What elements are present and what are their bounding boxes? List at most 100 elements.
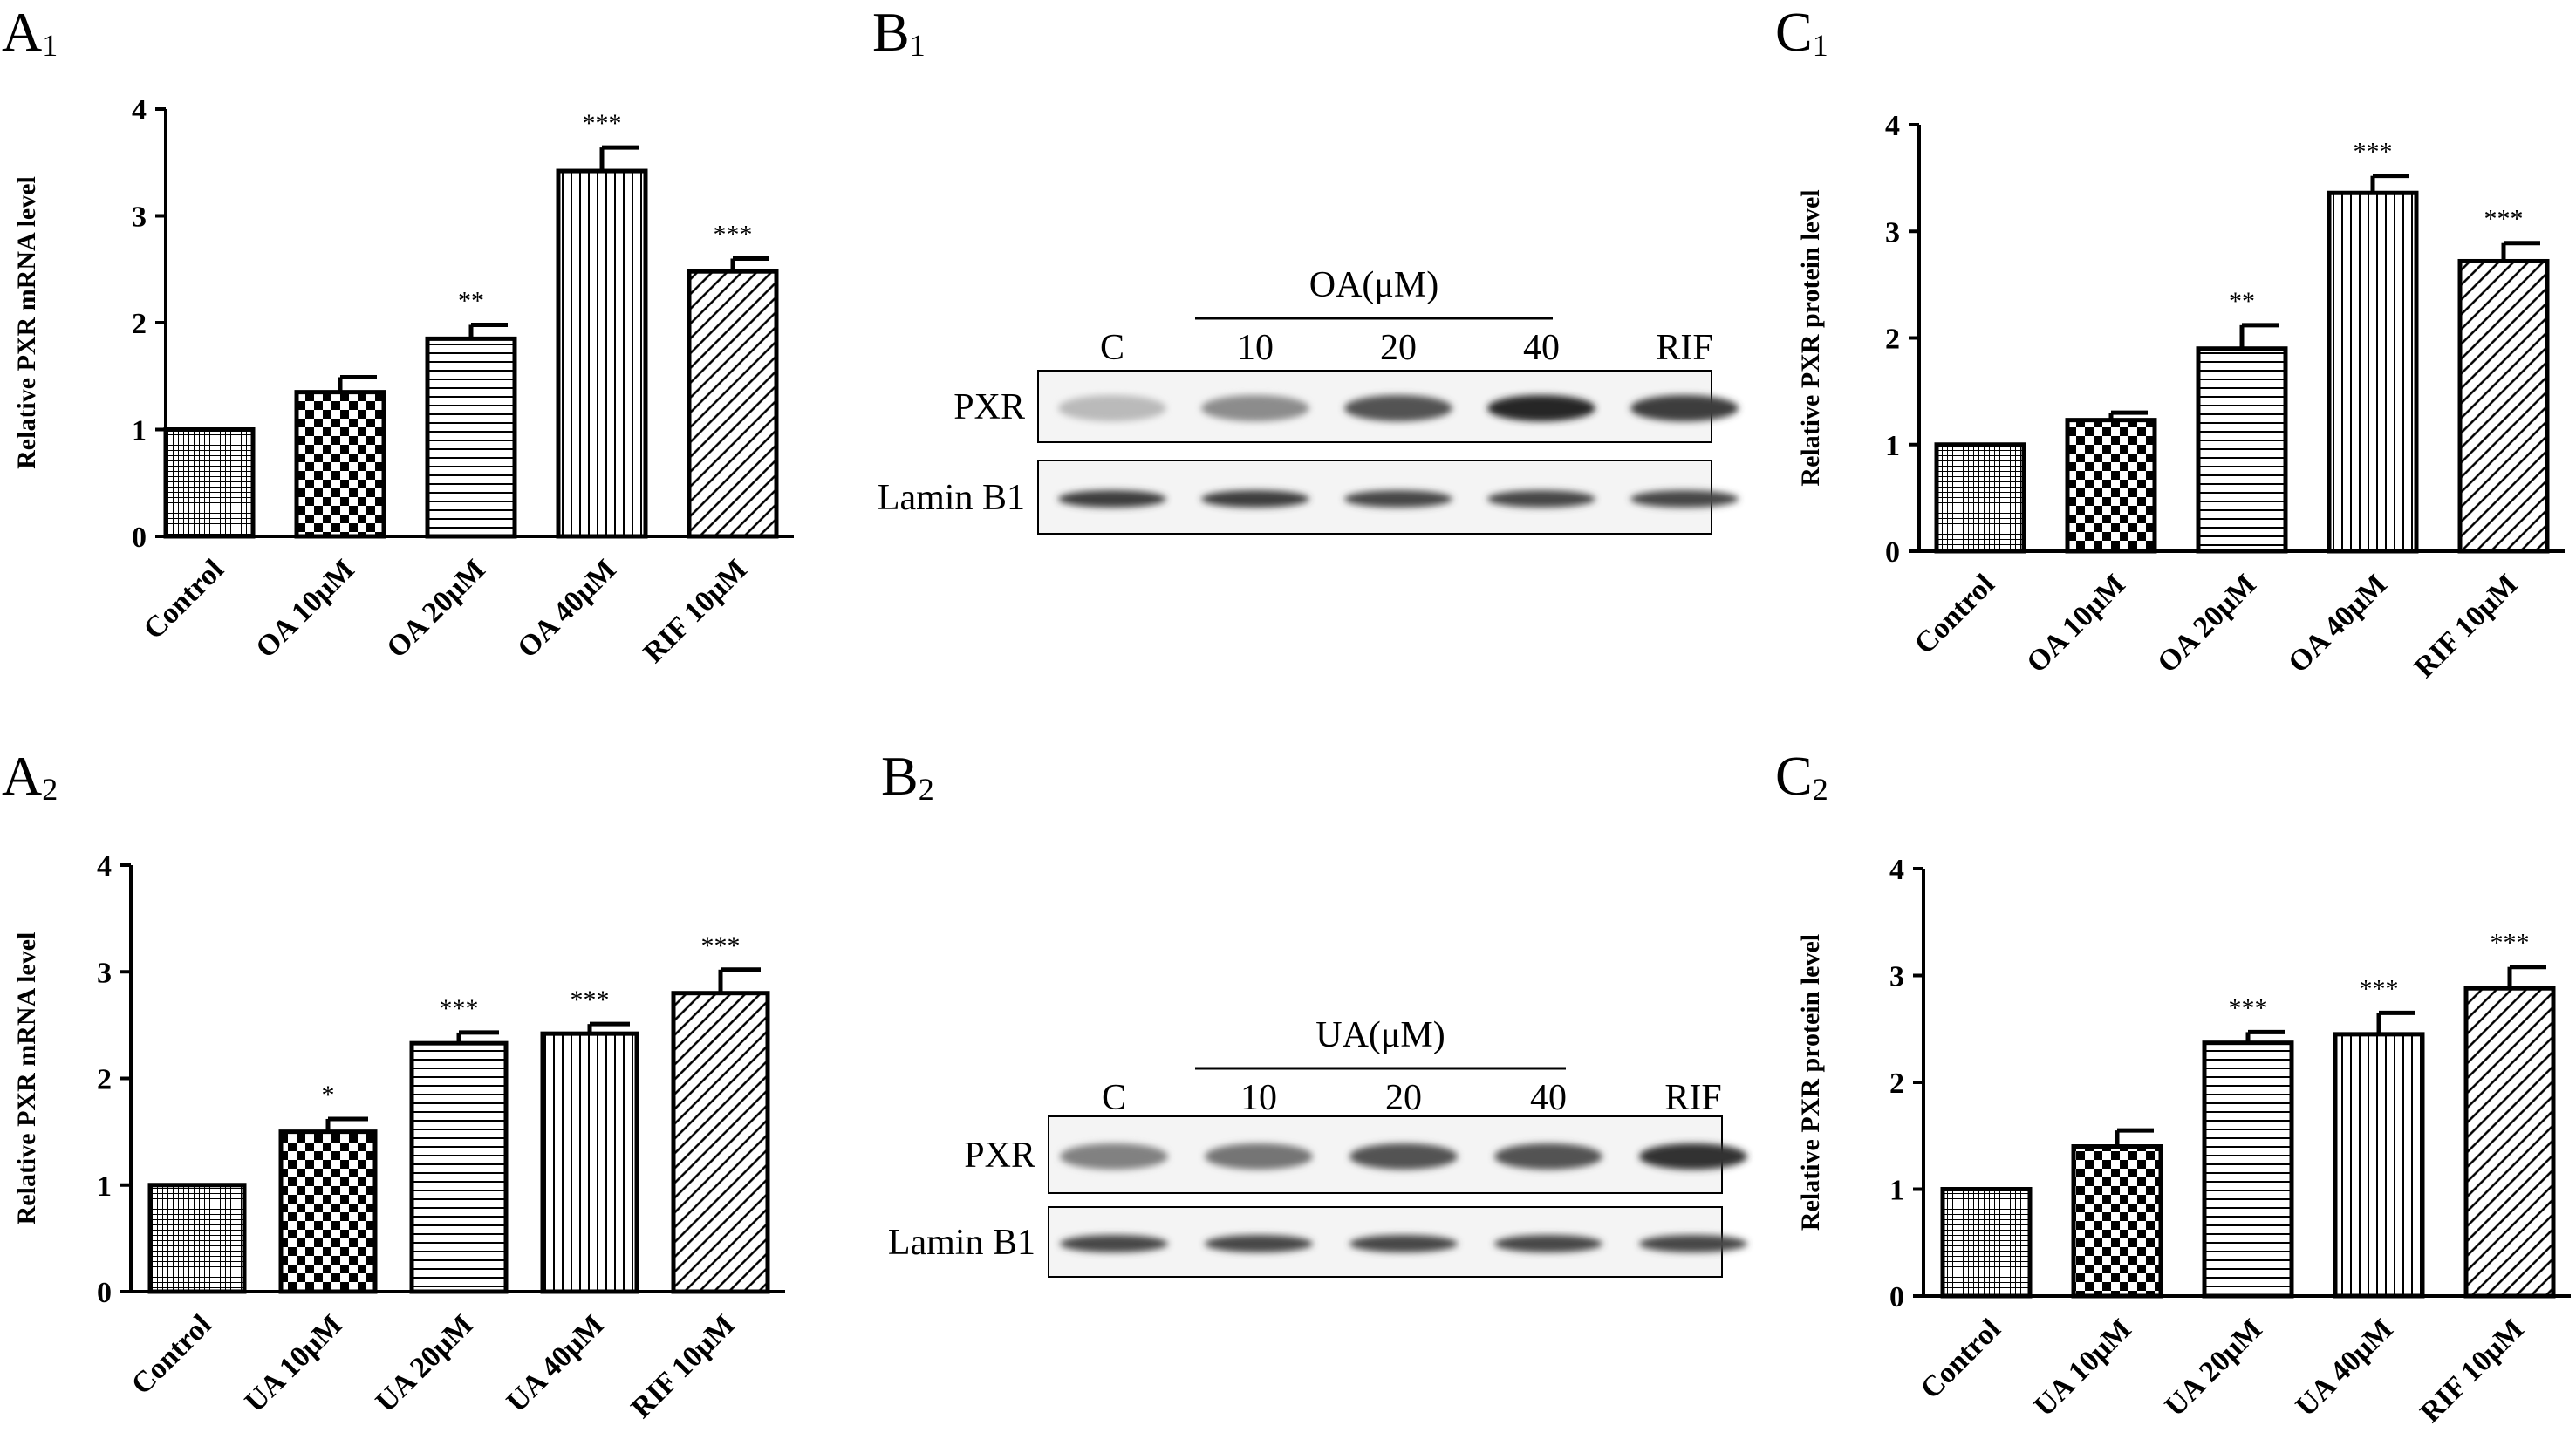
y-tick-label: 2 — [132, 308, 147, 340]
blot-row-label: PXR — [953, 387, 1025, 427]
panel-subscript: 1 — [1812, 28, 1828, 63]
western-blot-b1: OA(μM) C 10 20 40 RIF PXR Lamin B1 — [878, 265, 1739, 535]
y-tick-label: 0 — [97, 1277, 112, 1309]
category-label: RIF 10μM — [638, 553, 754, 669]
y-tick-label: 1 — [1885, 430, 1900, 462]
y-axis-label: Relative PXR protein level — [1796, 934, 1825, 1231]
y-axis-label: Relative PXR protein level — [1796, 189, 1825, 486]
bar — [2327, 190, 2419, 554]
lane-label: C — [1100, 328, 1124, 368]
lane-label: 40 — [1530, 1078, 1567, 1118]
category-label: UA 20μM — [2159, 1313, 2269, 1422]
significance-mark: *** — [2491, 929, 2530, 958]
bar — [2333, 1032, 2425, 1299]
bar — [2202, 1040, 2294, 1299]
panel-letter: C — [1775, 745, 1813, 807]
protein-band — [1630, 490, 1739, 508]
y-tick-label: 2 — [1889, 1068, 1904, 1100]
bar — [278, 1129, 378, 1294]
bar — [163, 427, 256, 539]
category-label: OA 20μM — [2151, 568, 2262, 679]
y-tick-label: 3 — [97, 957, 112, 989]
protein-band — [1494, 1143, 1602, 1170]
significance-mark: *** — [583, 109, 622, 138]
y-tick-label: 4 — [132, 94, 147, 126]
bar — [671, 991, 770, 1294]
protein-band — [1060, 1143, 1168, 1170]
protein-band — [1058, 490, 1166, 508]
significance-mark: *** — [2360, 974, 2399, 1003]
blot-row-label: Lamin B1 — [878, 478, 1025, 518]
protein-band — [1494, 1235, 1602, 1252]
y-tick-label: 2 — [1885, 324, 1900, 356]
panel-letter: B — [881, 745, 919, 807]
bar — [2457, 258, 2550, 554]
category-label: UA 40μM — [501, 1308, 611, 1418]
protein-band — [1344, 490, 1452, 508]
panel-letter: C — [1775, 1, 1813, 63]
panel-subscript: 1 — [42, 28, 58, 63]
significance-mark: *** — [2229, 993, 2268, 1022]
protein-band — [1058, 395, 1166, 421]
significance-mark: *** — [701, 931, 741, 960]
protein-band — [1487, 490, 1595, 508]
protein-band — [1639, 1235, 1747, 1252]
significance-mark: * — [322, 1081, 335, 1109]
y-tick-label: 1 — [97, 1170, 112, 1203]
panel-subscript: 2 — [42, 772, 58, 807]
bar-chart-a1: 0 1 2 3 4 Relative PXR mRNA level Control OA 10… — [12, 94, 794, 670]
protein-band — [1349, 1143, 1458, 1170]
bar — [1934, 442, 2026, 554]
category-label: Control — [1909, 568, 2001, 660]
significance-mark: ** — [2229, 287, 2255, 316]
panel-subscript: 1 — [909, 28, 926, 63]
category-label: RIF 10μM — [2415, 1313, 2531, 1429]
bar — [540, 1031, 639, 1294]
significance-mark: ** — [458, 286, 484, 315]
category-label: OA 40μM — [2282, 568, 2393, 679]
bar-chart-a2: 0 1 2 3 4 Relative PXR mRNA level Control * UA 1… — [12, 850, 785, 1425]
y-axis-label: Relative PXR mRNA level — [12, 176, 41, 469]
panel-label-b1: B1 — [872, 1, 926, 63]
y-tick-label: 3 — [1889, 961, 1904, 993]
lane-label: C — [1102, 1078, 1126, 1118]
y-tick-label: 3 — [132, 201, 147, 234]
panel-label-c2: C2 — [1775, 745, 1828, 807]
y-axis-label: Relative PXR mRNA level — [12, 932, 41, 1225]
blot-row-label: Lamin B1 — [888, 1223, 1035, 1263]
bar — [2071, 1144, 2163, 1299]
significance-mark: *** — [2484, 205, 2524, 234]
lane-label: RIF — [1664, 1078, 1721, 1118]
protein-band — [1205, 1143, 1313, 1170]
protein-band — [1201, 490, 1309, 508]
significance-mark: *** — [440, 994, 479, 1023]
panel-letter: B — [872, 1, 910, 63]
panel-subscript: 2 — [918, 772, 934, 807]
category-label: Control — [126, 1308, 218, 1401]
panel-letter: A — [2, 745, 43, 807]
lane-label: RIF — [1656, 328, 1712, 368]
bar — [2196, 346, 2288, 554]
panel-subscript: 2 — [1812, 772, 1828, 807]
blot-group-label: OA(μM) — [1309, 265, 1439, 305]
panel-label-b2: B2 — [881, 745, 934, 807]
blots-layer: OA(μM) C 10 20 40 RIF PXR Lamin B1 UA(μM) C 10 20 40… — [878, 265, 1747, 1278]
lane-label: 10 — [1237, 328, 1274, 368]
lane-label: 20 — [1385, 1078, 1422, 1118]
bar — [147, 1183, 247, 1294]
protein-band — [1487, 395, 1595, 421]
western-blot-b2: UA(μM) C 10 20 40 RIF PXR Lamin B1 — [888, 1015, 1747, 1278]
lane-label: 20 — [1380, 328, 1417, 368]
significance-mark: *** — [571, 986, 610, 1014]
category-label: RIF 10μM — [2409, 568, 2525, 684]
category-label: OA 40μM — [511, 553, 622, 664]
y-tick-label: 0 — [132, 522, 147, 554]
category-label: Control — [1915, 1313, 2007, 1405]
bar — [425, 336, 517, 539]
bar — [2065, 418, 2157, 554]
y-tick-label: 1 — [132, 415, 147, 447]
category-label: UA 10μM — [239, 1308, 349, 1418]
